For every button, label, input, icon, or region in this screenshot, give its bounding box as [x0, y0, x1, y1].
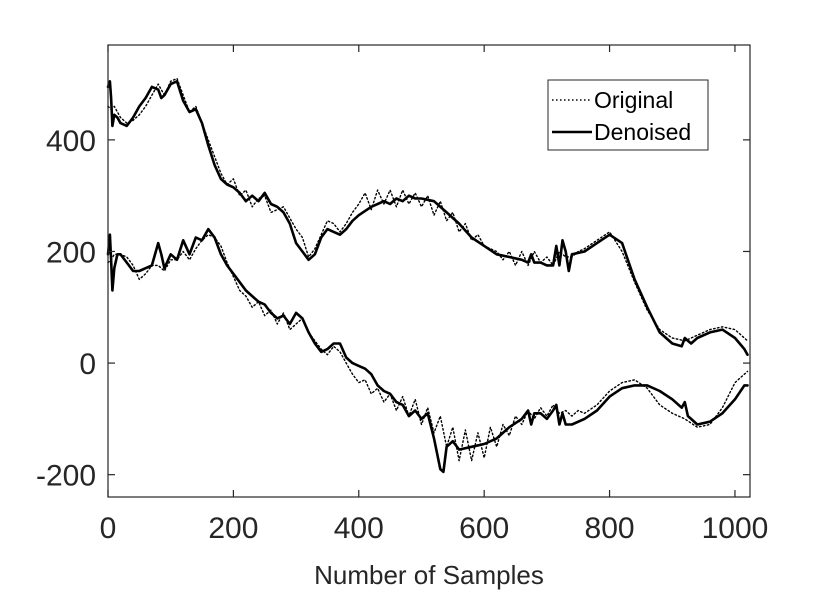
x-axis-label: Number of Samples: [314, 560, 544, 590]
series-line-denoised-lower: [106, 227, 749, 474]
legend: Original Denoised: [547, 79, 709, 151]
y-tick-label: 0: [79, 348, 96, 381]
y-tick-label: 400: [46, 125, 96, 158]
x-tick-label: 800: [585, 512, 635, 545]
y-tick-label: -200: [36, 460, 96, 493]
x-tick-label: 200: [208, 512, 258, 545]
series-line-original-upper: [107, 77, 749, 342]
legend-label-original: Original: [594, 87, 673, 113]
y-tick-label: 200: [46, 236, 96, 269]
plot-frame: [107, 44, 751, 498]
x-tick-label: 400: [334, 512, 384, 545]
x-tick-label: 1000: [702, 512, 769, 545]
x-tick-label: 0: [100, 512, 117, 545]
series-line-original-lower: [107, 233, 749, 462]
series-line-denoised-upper: [106, 80, 749, 357]
x-tick-label: 600: [459, 512, 509, 545]
legend-label-denoised: Denoised: [594, 119, 691, 145]
legend-box: [547, 79, 709, 151]
series-layer: [106, 77, 749, 474]
